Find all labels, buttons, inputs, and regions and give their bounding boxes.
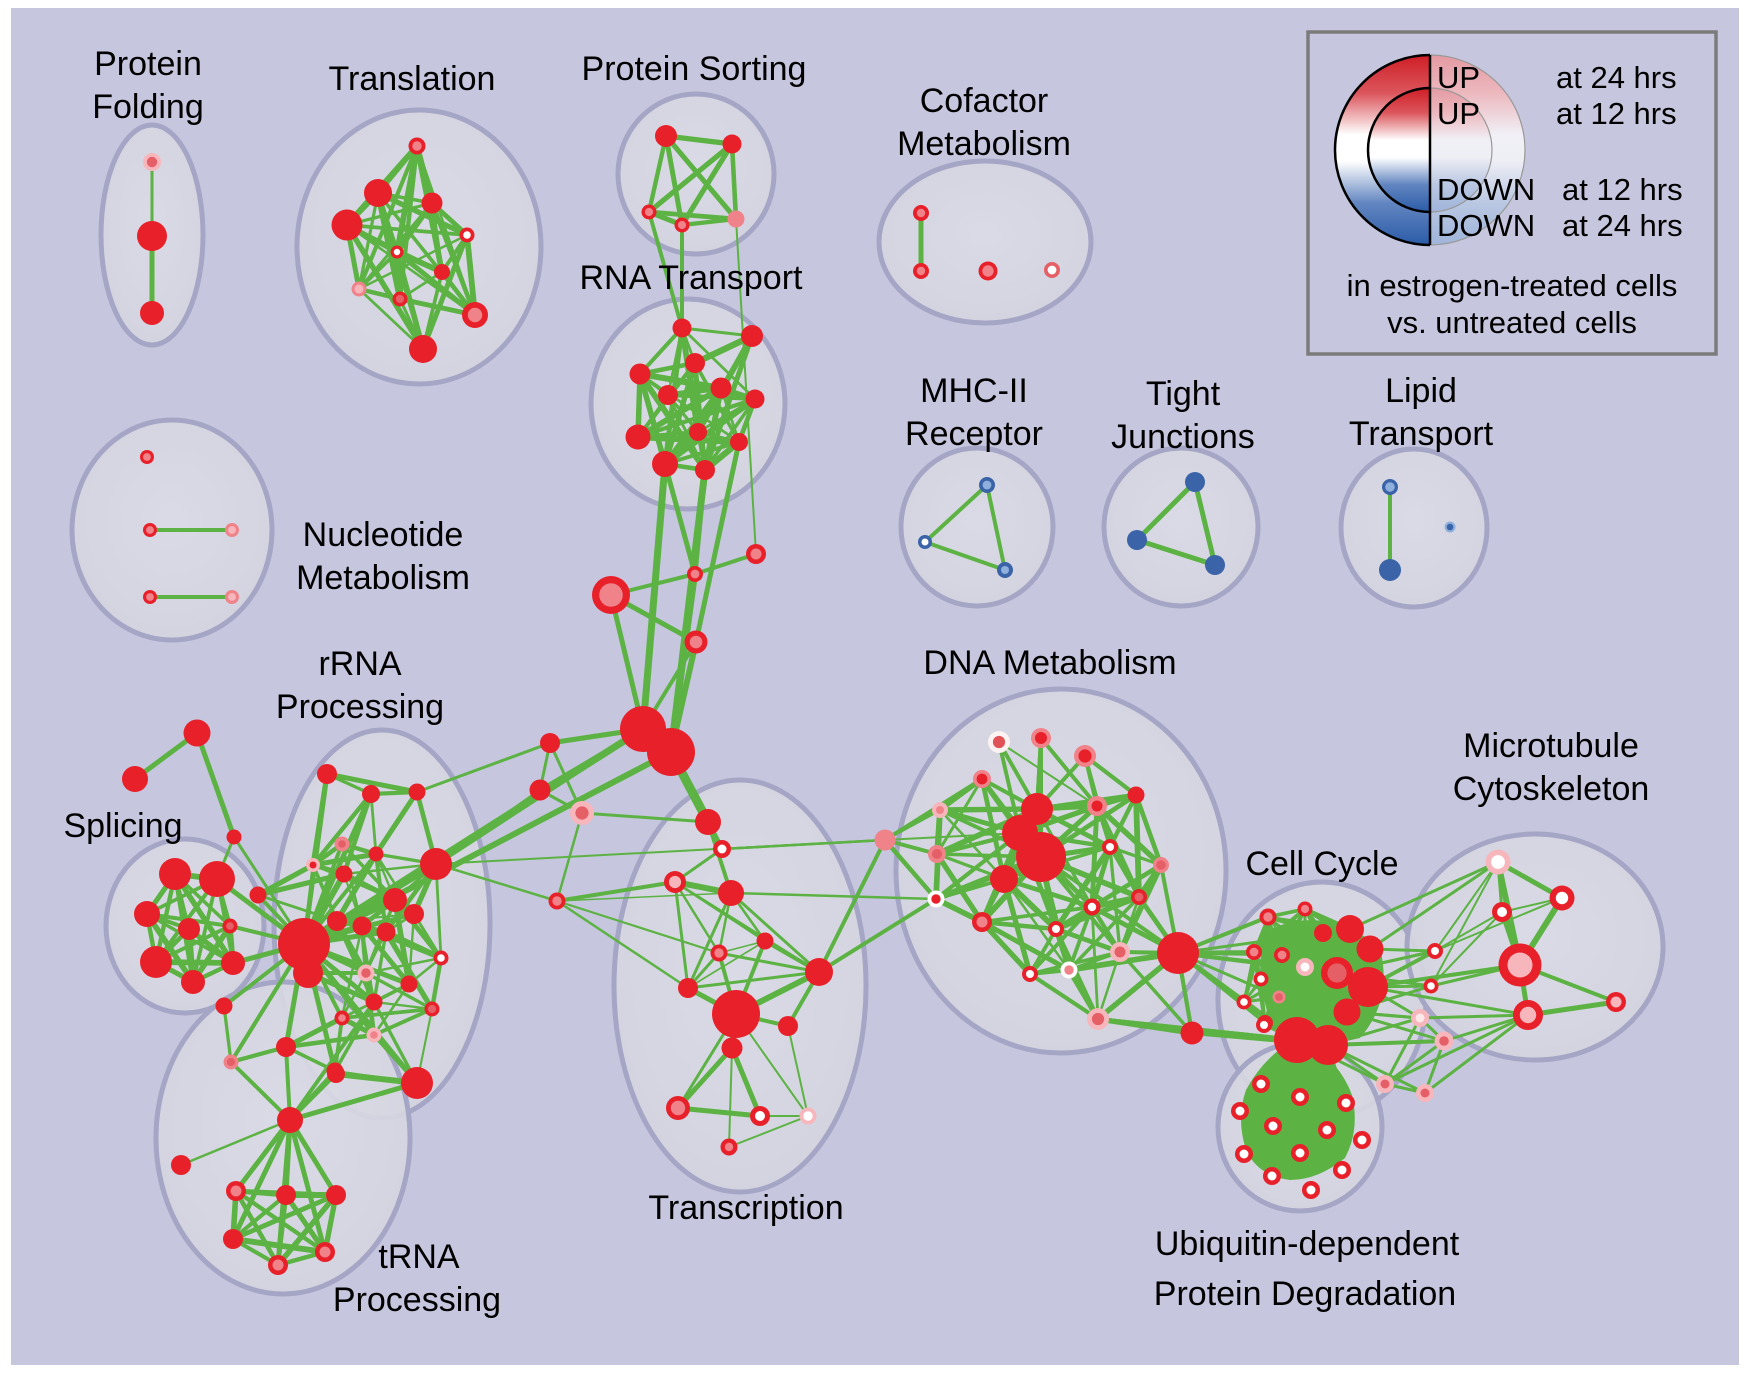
svg-text:at 24 hrs: at 24 hrs	[1556, 60, 1677, 95]
svg-text:MHC-II: MHC-II	[920, 372, 1028, 410]
svg-text:DOWN: DOWN	[1437, 172, 1535, 207]
svg-text:Microtubule: Microtubule	[1463, 727, 1639, 765]
svg-text:Receptor: Receptor	[905, 415, 1043, 453]
svg-text:Ubiquitin-dependent: Ubiquitin-dependent	[1155, 1225, 1460, 1263]
svg-text:Metabolism: Metabolism	[897, 125, 1071, 163]
svg-text:in estrogen-treated cells: in estrogen-treated cells	[1347, 268, 1678, 303]
svg-text:vs. untreated cells: vs. untreated cells	[1387, 305, 1637, 340]
svg-text:Processing: Processing	[276, 688, 444, 726]
svg-text:at 24 hrs: at 24 hrs	[1562, 208, 1683, 243]
svg-text:Folding: Folding	[92, 88, 204, 126]
svg-text:Protein: Protein	[94, 45, 202, 83]
svg-text:Lipid: Lipid	[1385, 372, 1457, 410]
svg-text:Processing: Processing	[333, 1281, 501, 1319]
svg-text:DNA Metabolism: DNA Metabolism	[923, 644, 1176, 682]
svg-text:Splicing: Splicing	[63, 807, 182, 845]
svg-text:DOWN: DOWN	[1437, 208, 1535, 243]
svg-text:Metabolism: Metabolism	[296, 559, 470, 597]
svg-text:Translation: Translation	[329, 60, 496, 98]
svg-text:Junctions: Junctions	[1111, 418, 1255, 456]
svg-text:UP: UP	[1437, 60, 1480, 95]
svg-text:Cytoskeleton: Cytoskeleton	[1453, 770, 1650, 808]
svg-text:rRNA: rRNA	[318, 645, 401, 683]
svg-text:Protein Sorting: Protein Sorting	[582, 50, 807, 88]
svg-text:RNA Transport: RNA Transport	[580, 259, 804, 297]
svg-text:UP: UP	[1437, 96, 1480, 131]
svg-text:at 12 hrs: at 12 hrs	[1556, 96, 1677, 131]
svg-text:Protein Degradation: Protein Degradation	[1154, 1275, 1456, 1313]
svg-text:at 12 hrs: at 12 hrs	[1562, 172, 1683, 207]
svg-text:Transcription: Transcription	[648, 1189, 843, 1227]
svg-text:Nucleotide: Nucleotide	[303, 516, 464, 554]
svg-text:Cell Cycle: Cell Cycle	[1245, 845, 1398, 883]
svg-text:Tight: Tight	[1146, 375, 1221, 413]
svg-text:tRNA: tRNA	[378, 1238, 460, 1276]
svg-text:Transport: Transport	[1349, 415, 1494, 453]
svg-text:Cofactor: Cofactor	[920, 82, 1049, 120]
